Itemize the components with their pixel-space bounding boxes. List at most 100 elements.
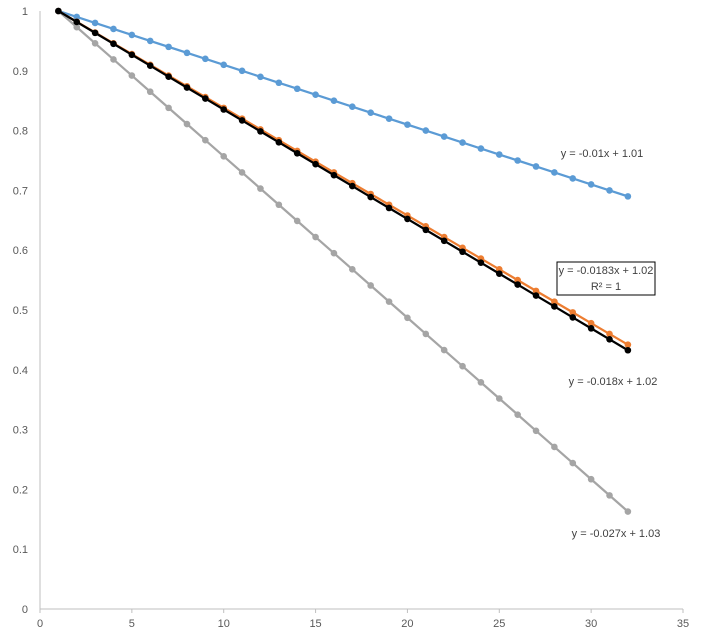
data-point	[165, 43, 172, 51]
data-point	[91, 19, 99, 27]
data-point	[459, 139, 466, 146]
data-point	[459, 362, 466, 370]
data-point	[367, 109, 374, 116]
data-point	[367, 193, 374, 201]
data-point	[202, 55, 209, 63]
data-point	[587, 319, 595, 327]
data-point	[275, 139, 283, 146]
data-point	[220, 153, 228, 160]
data-point	[55, 7, 62, 15]
y-tick-label: 0.2	[13, 484, 28, 496]
data-point	[128, 51, 136, 59]
data-point	[275, 79, 283, 87]
trendline-r-squared-label: R² = 1	[591, 281, 621, 293]
axes	[39, 11, 683, 610]
trendline-labels: y = -0.01x + 1.01 y = -0.018x + 1.02 y = -…	[556, 148, 660, 540]
data-point	[440, 237, 448, 245]
data-point	[495, 395, 503, 402]
data-point	[293, 85, 301, 93]
x-tick-label: 35	[677, 618, 689, 630]
data-point	[532, 287, 540, 295]
data-point	[367, 282, 374, 289]
data-point	[422, 226, 430, 234]
data-point	[91, 39, 99, 47]
trendline-equation-label: y = -0.01x + 1.01	[561, 148, 644, 160]
data-point	[624, 346, 632, 354]
data-point	[146, 62, 154, 70]
data-point	[238, 67, 246, 75]
data-point	[551, 443, 558, 451]
data-point	[532, 427, 540, 435]
data-point	[312, 233, 319, 241]
data-point	[569, 175, 577, 182]
data-point	[183, 49, 191, 57]
data-point	[606, 330, 613, 338]
data-point	[606, 336, 613, 343]
series-1	[55, 7, 632, 200]
data-point	[165, 104, 172, 112]
data-point	[238, 117, 246, 124]
series-group	[55, 7, 632, 515]
data-point	[330, 171, 338, 179]
data-point	[257, 185, 264, 192]
data-point	[532, 292, 540, 299]
data-point	[330, 97, 338, 104]
data-point	[385, 204, 393, 212]
data-point	[257, 73, 264, 81]
data-point	[202, 136, 209, 144]
data-point	[73, 18, 81, 26]
data-point	[569, 314, 577, 321]
data-point	[569, 459, 577, 467]
data-point	[532, 163, 540, 170]
x-tick-label: 5	[129, 618, 135, 630]
data-point	[477, 259, 485, 266]
x-tick-label: 20	[401, 618, 413, 630]
data-point	[514, 157, 521, 164]
y-tick-label: 0.1	[13, 544, 28, 556]
data-point	[404, 121, 411, 128]
x-tick-label: 15	[309, 618, 321, 630]
data-point	[73, 23, 81, 31]
data-point	[293, 217, 301, 225]
y-tick-label: 0	[22, 604, 28, 616]
data-point	[514, 281, 521, 288]
y-tick-label: 0.9	[13, 66, 28, 78]
data-point	[385, 298, 393, 305]
data-point	[312, 160, 319, 168]
data-point	[349, 266, 356, 273]
trendline-equation-label: y = -0.018x + 1.02	[569, 376, 658, 388]
data-point	[293, 149, 301, 157]
data-point	[422, 127, 430, 134]
data-point	[202, 95, 209, 102]
y-tick-labels: 0 0.1 0.2 0.3 0.4 0.5 0.6 0.7 0.8 0.9 1	[13, 6, 28, 616]
data-point	[624, 193, 632, 200]
trendline-label-box	[556, 261, 656, 296]
data-point	[385, 115, 393, 122]
x-tick-labels: 0 5 10 15 20 25 30 35	[37, 609, 689, 630]
data-point	[606, 187, 613, 194]
y-tick-label: 0.5	[13, 305, 28, 317]
data-point	[183, 120, 191, 128]
series-3	[55, 7, 632, 515]
data-point	[587, 181, 595, 188]
data-point	[459, 248, 466, 256]
data-point	[624, 341, 632, 348]
data-point	[551, 169, 558, 176]
trendline-equation-label: y = -0.0183x + 1.02	[559, 265, 654, 277]
x-tick-label: 0	[37, 618, 43, 630]
data-point	[606, 492, 613, 499]
y-tick-label: 0.4	[13, 365, 28, 377]
y-tick-label: 0.7	[13, 185, 28, 197]
data-point	[569, 309, 577, 316]
data-point	[110, 40, 117, 48]
data-point	[146, 37, 154, 45]
data-point	[551, 303, 558, 310]
data-point	[275, 201, 283, 209]
data-point	[404, 215, 411, 223]
data-point	[587, 325, 595, 332]
data-point	[477, 379, 485, 386]
data-point	[330, 249, 338, 257]
y-tick-label: 1	[22, 6, 28, 18]
